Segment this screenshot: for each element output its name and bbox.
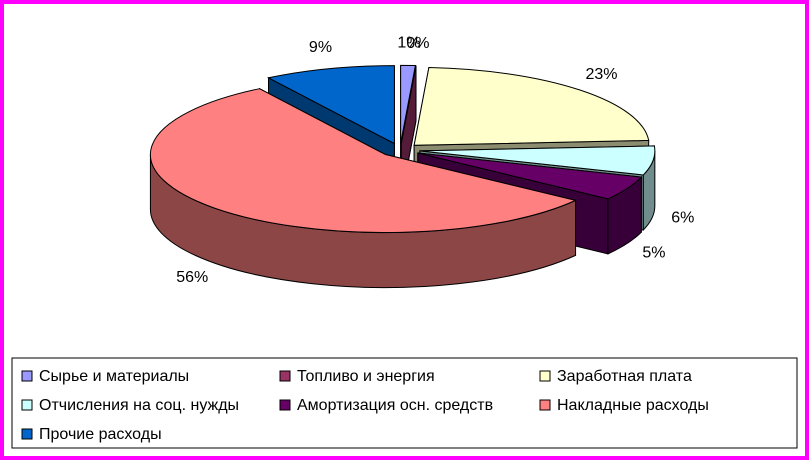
data-label: 6% [671,210,694,227]
legend-swatch [21,370,33,382]
data-label: 9% [309,39,332,56]
legend-swatch [279,399,291,411]
data-label: 5% [642,245,665,262]
legend-swatch [539,370,551,382]
legend-label: Накладные расходы [557,397,709,414]
slice-top [267,65,395,145]
slice-top [419,145,656,176]
data-label: 1% [397,35,420,52]
legend-swatch [21,428,33,440]
legend-label: Заработная плата [557,368,692,385]
slice [149,87,578,289]
legend-label: Отчисления на соц. нужды [39,397,239,414]
legend-label: Прочие расходы [39,426,162,443]
data-label: 0% [406,35,429,52]
legend-swatch [279,370,291,382]
legend-swatch [539,399,551,411]
slice-top [400,64,416,144]
legend-box [11,357,798,449]
slice-top [417,152,643,200]
legend-swatch [21,399,33,411]
data-label: 23% [586,66,618,83]
legend-label: Топливо и энергия [297,368,435,385]
data-label: 56% [176,269,208,286]
slice-top [149,88,578,234]
legend-label: Сырье и материалы [39,368,189,385]
legend-label: Амортизация осн. средств [297,397,493,414]
slice-top [413,66,650,146]
